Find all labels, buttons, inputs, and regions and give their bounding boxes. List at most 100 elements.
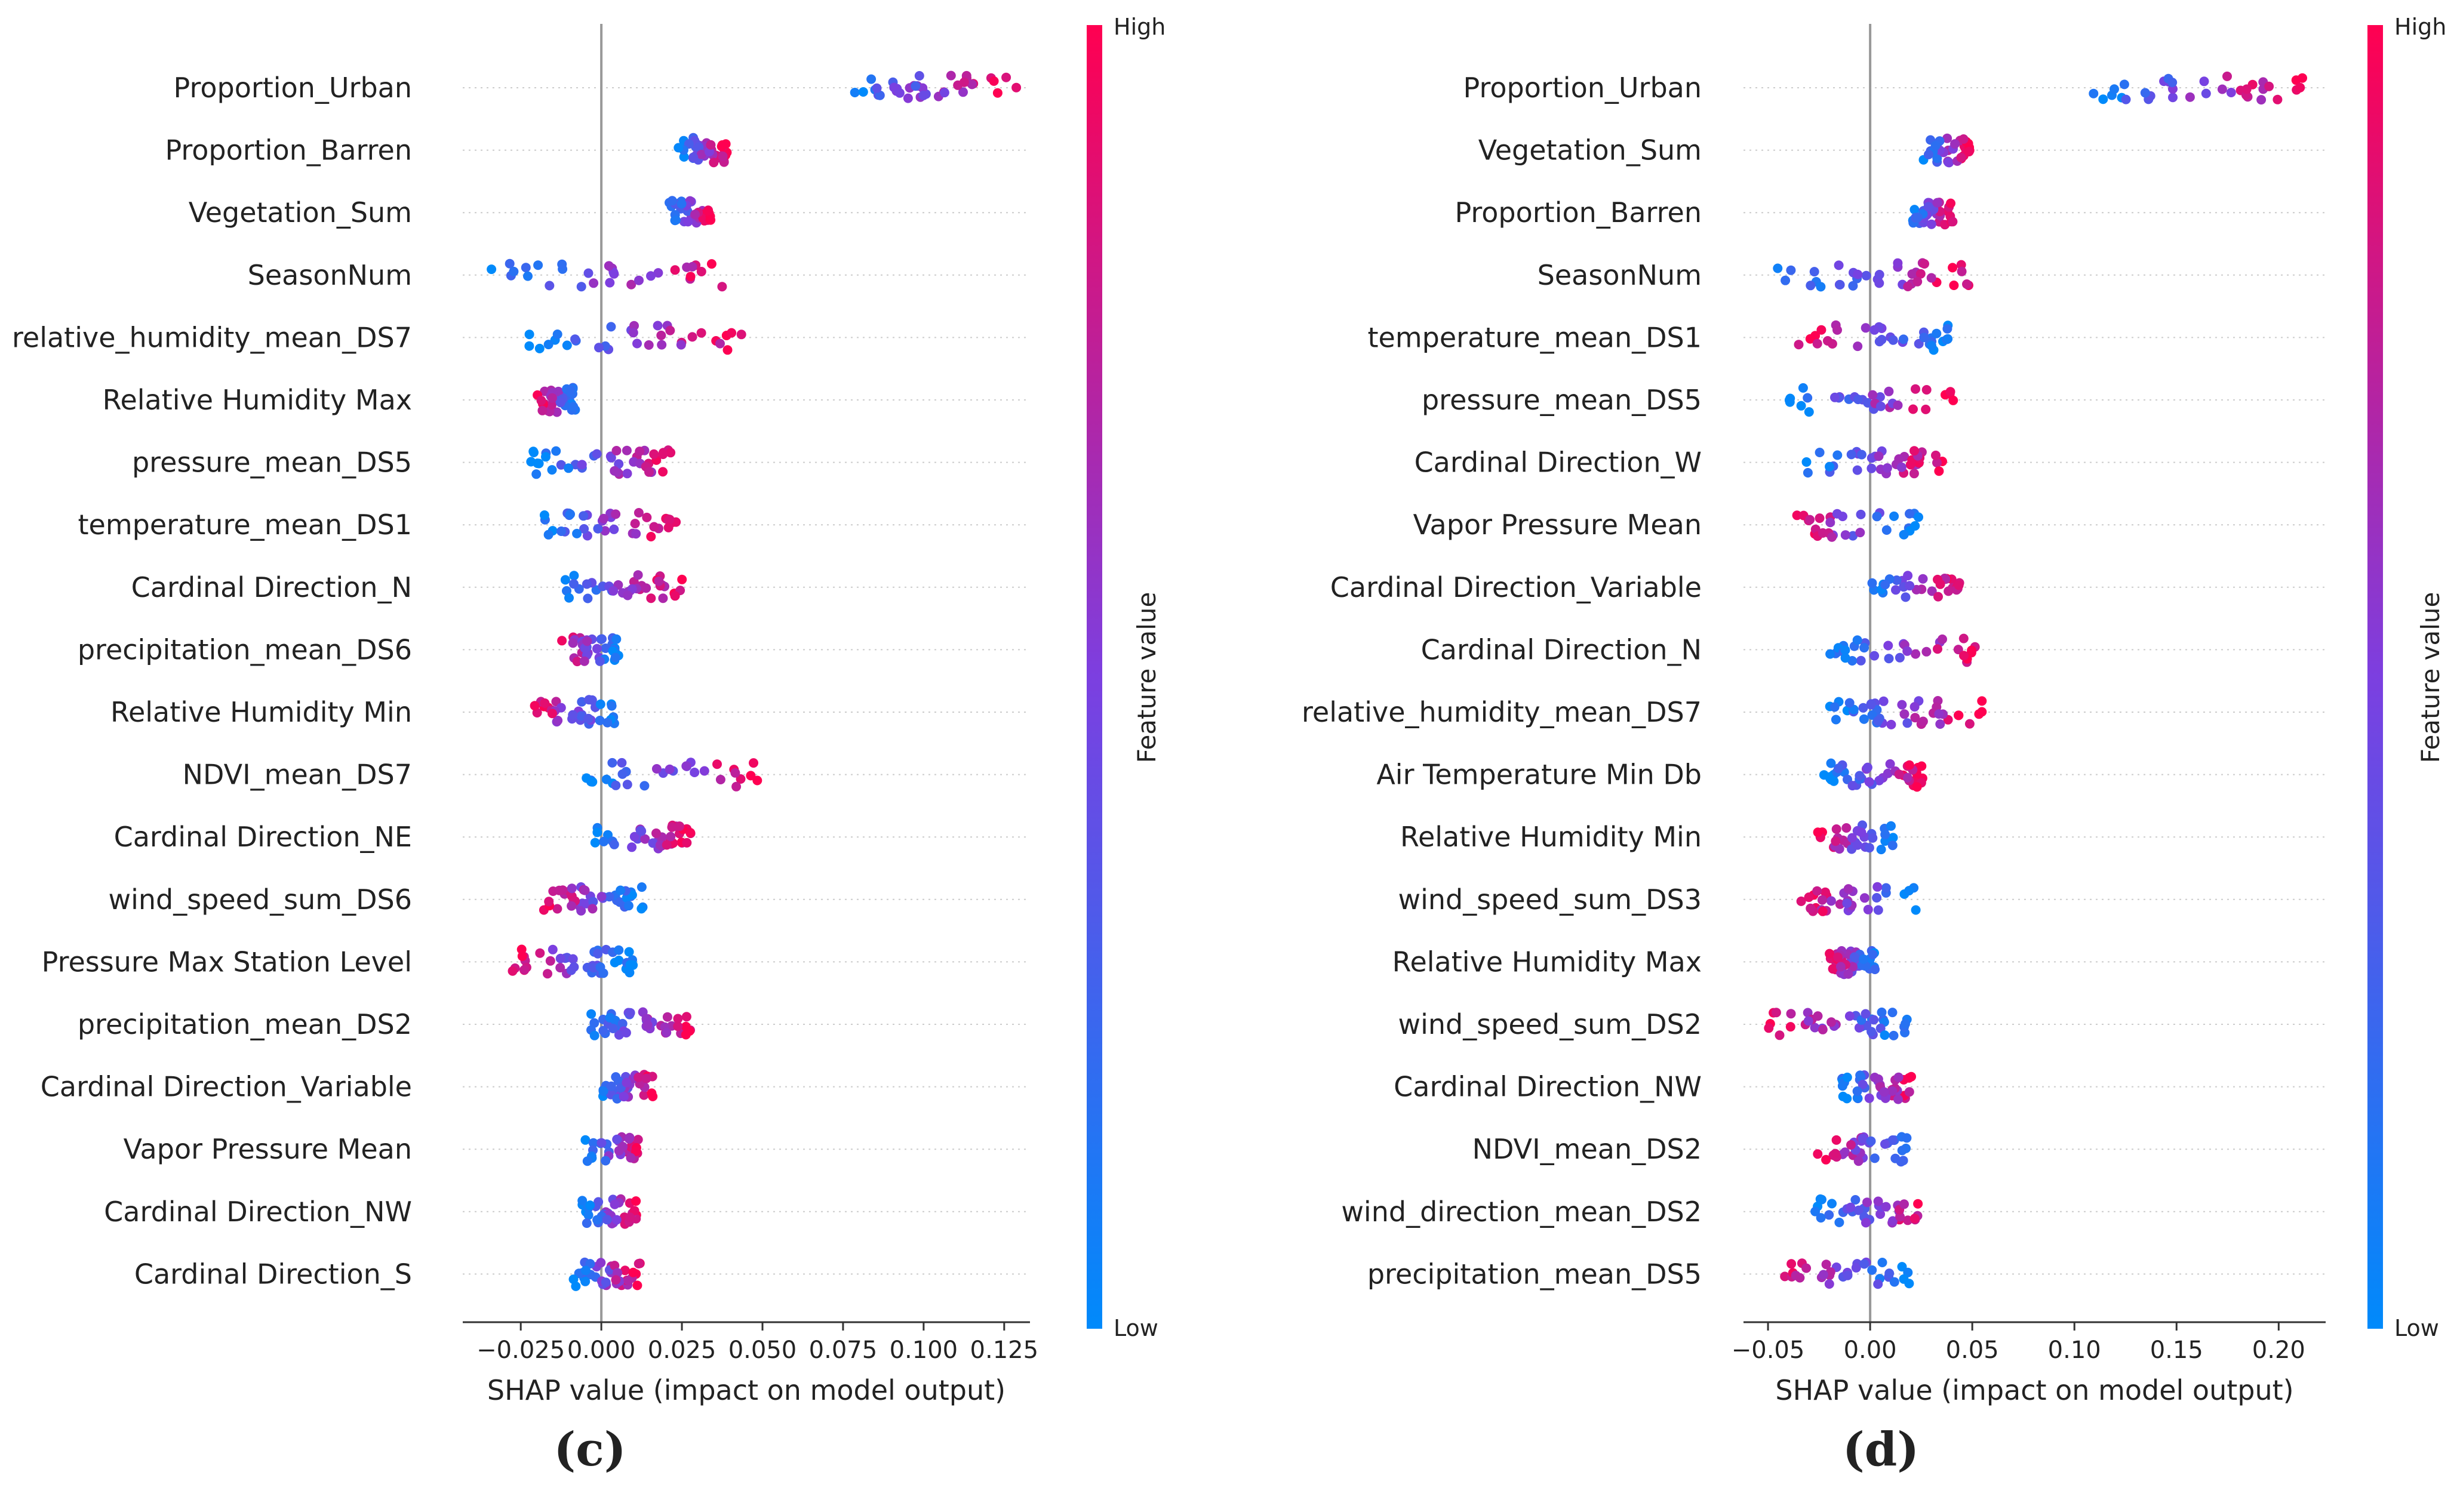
shap-point — [1854, 1023, 1864, 1033]
feature-label: pressure_mean_DS5 — [132, 446, 412, 479]
shap-point — [1869, 325, 1880, 335]
shap-point — [1880, 836, 1890, 846]
shap-point — [1944, 158, 1954, 168]
shap-point — [673, 1021, 683, 1031]
shap-point — [1942, 133, 1952, 143]
shap-point — [1910, 521, 1920, 531]
shap-point — [588, 1138, 598, 1148]
shap-point — [1901, 592, 1911, 602]
shap-point — [1821, 1154, 1831, 1165]
feature-label: Proportion_Barren — [165, 134, 412, 167]
shap-point — [1895, 652, 1905, 663]
shap-point — [615, 897, 625, 907]
shap-point — [1954, 580, 1964, 590]
shap-point — [589, 278, 599, 288]
shap-point — [1903, 571, 1913, 581]
shap-point — [722, 345, 733, 355]
shap-point — [611, 1275, 621, 1285]
shap-point — [1875, 392, 1885, 402]
shap-point — [858, 87, 868, 97]
shap-point — [608, 1024, 618, 1033]
shap-point — [685, 272, 696, 282]
shap-point — [1880, 580, 1890, 590]
shap-point — [557, 636, 567, 646]
feature-label: Cardinal Direction_NW — [104, 1196, 412, 1228]
shap-point — [557, 259, 567, 269]
shap-point — [1813, 1011, 1823, 1021]
x-tick-label: 0.025 — [648, 1337, 717, 1364]
shap-point — [630, 519, 640, 529]
shap-point — [585, 1200, 595, 1211]
shap-point — [746, 771, 756, 781]
shap-point — [1825, 949, 1835, 959]
shap-point — [1877, 1258, 1887, 1267]
shap-point — [687, 332, 697, 342]
shap-point — [621, 1028, 631, 1038]
shap-point — [1927, 586, 1937, 596]
shap-point — [675, 821, 685, 832]
shap-point — [1873, 1279, 1883, 1289]
shap-point — [622, 780, 632, 790]
shap-point — [666, 448, 676, 458]
shap-point — [568, 638, 578, 648]
shap-point — [1934, 709, 1944, 719]
shap-point — [1804, 892, 1814, 903]
shap-point — [1785, 1022, 1795, 1032]
shap-point — [1909, 205, 1920, 215]
shap-point — [1806, 903, 1816, 913]
shap-point — [1953, 645, 1963, 655]
feature-label: Pressure Max Station Level — [42, 946, 412, 978]
shap-point — [1869, 1015, 1879, 1025]
shap-point — [1931, 450, 1941, 460]
feature-label: Vapor Pressure Mean — [1413, 509, 1702, 541]
shap-point — [547, 393, 557, 403]
shap-point — [572, 657, 582, 667]
shap-point — [1958, 134, 1969, 144]
shap-point — [535, 948, 545, 958]
shap-point — [1887, 840, 1898, 851]
shap-point — [1861, 323, 1871, 333]
shap-point — [648, 1091, 658, 1101]
shap-point — [1864, 843, 1874, 853]
shap-point — [736, 330, 746, 340]
shap-point — [1909, 702, 1920, 712]
shap-point — [1904, 886, 1914, 896]
shap-point — [623, 590, 633, 601]
shap-point — [543, 969, 552, 979]
shap-point — [1946, 198, 1955, 208]
shap-point — [649, 449, 659, 459]
feature-label: temperature_mean_DS1 — [78, 509, 412, 541]
shap-point — [2217, 84, 2227, 94]
shap-point — [1840, 530, 1850, 540]
shap-point — [1824, 1279, 1834, 1289]
shap-point — [631, 1146, 641, 1156]
feature-label: SeasonNum — [1538, 259, 1702, 291]
shap-point — [1899, 709, 1909, 719]
feature-label: wind_speed_sum_DS6 — [108, 883, 412, 916]
shap-point — [1832, 450, 1843, 460]
colorbar — [2367, 25, 2383, 1329]
shap-point — [1899, 1274, 1909, 1284]
shap-point — [1810, 1206, 1821, 1217]
shap-point — [1926, 219, 1936, 229]
shap-point — [606, 452, 616, 463]
shap-point — [634, 1259, 644, 1268]
shap-point — [598, 1026, 608, 1036]
shap-point — [1773, 263, 1783, 273]
shap-point — [1856, 509, 1866, 519]
shap-point — [688, 152, 699, 162]
shap-point — [528, 446, 539, 457]
shap-point — [1893, 400, 1903, 410]
shap-point — [582, 1156, 592, 1166]
shap-point — [1909, 469, 1919, 479]
shap-point — [1831, 1135, 1841, 1145]
shap-point — [1874, 337, 1884, 347]
shap-point — [583, 1210, 594, 1220]
feature-label: wind_speed_sum_DS2 — [1398, 1008, 1702, 1040]
shap-point — [1853, 341, 1863, 352]
shap-point — [569, 579, 579, 589]
shap-point — [580, 885, 590, 895]
shap-point — [1825, 518, 1835, 528]
shap-point — [1764, 1023, 1774, 1033]
feature-label: Vapor Pressure Mean — [124, 1133, 412, 1165]
